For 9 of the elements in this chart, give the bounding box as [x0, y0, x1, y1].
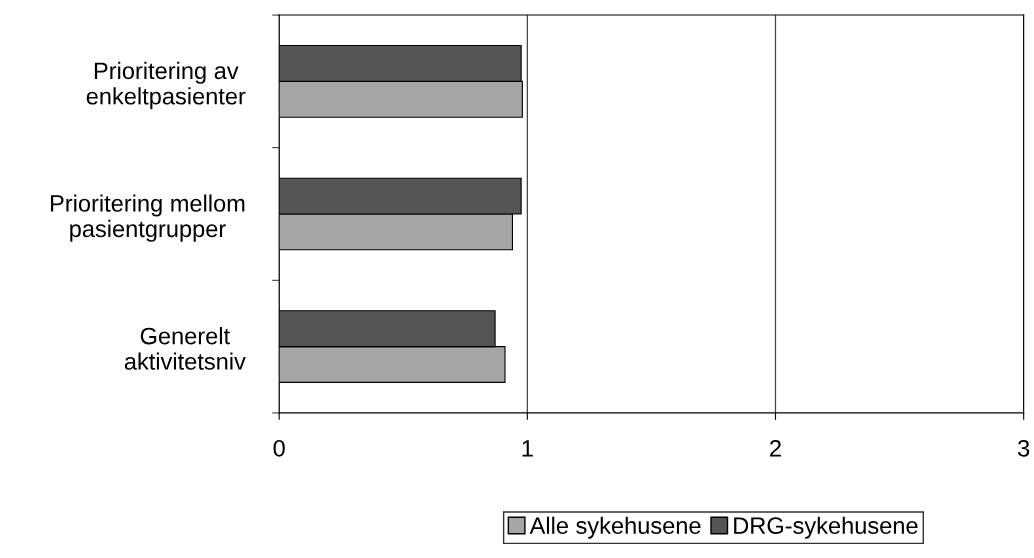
legend-label: Alle sykehusene: [529, 516, 701, 539]
x-tick-label: 3: [1018, 439, 1030, 457]
y-tick-label: Prioritering mellom pasientgrupper: [50, 194, 245, 242]
x-tick-label: 0: [273, 439, 285, 457]
x-tick-label: 2: [770, 439, 781, 457]
y-tick-label: Generelt aktivitetsniv: [124, 327, 246, 370]
legend-label: DRG-sykehusene: [734, 516, 918, 539]
x-tick-label: 1: [522, 440, 533, 457]
y-tick-label: Prioritering av enkeltpasienter: [86, 61, 246, 110]
